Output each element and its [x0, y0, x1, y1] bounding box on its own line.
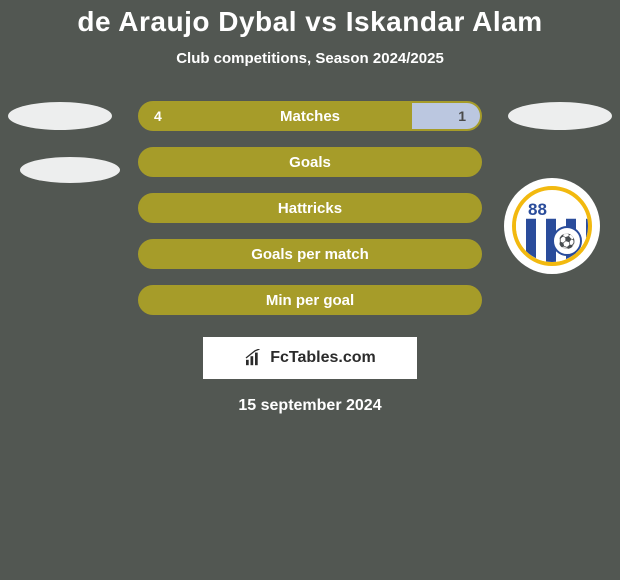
bar-label: Goals per match — [140, 246, 480, 263]
bar-matches: 4 Matches 1 — [138, 101, 482, 131]
brand-text: FcTables.com — [270, 349, 376, 367]
player-oval-left — [8, 102, 112, 130]
soccer-ball-icon: ⚽ — [552, 226, 582, 256]
brand-box[interactable]: FcTables.com — [203, 337, 417, 379]
stat-row-matches: 4 Matches 1 — [0, 93, 620, 139]
date-text: 15 september 2024 — [0, 397, 620, 415]
bar-val-right: 1 — [458, 108, 466, 124]
bar-label: Hattricks — [140, 200, 480, 217]
stat-row-mpg: Min per goal — [0, 277, 620, 323]
badge-inner: 88 ⚽ — [512, 186, 592, 266]
bar-gpm: Goals per match — [138, 239, 482, 269]
player-oval-right — [508, 102, 612, 130]
brand-chart-icon — [244, 349, 266, 367]
subtitle: Club competitions, Season 2024/2025 — [0, 50, 620, 67]
bar-hattricks: Hattricks — [138, 193, 482, 223]
stat-row-goals: Goals — [0, 139, 620, 185]
bar-label: Min per goal — [140, 292, 480, 309]
page-title: de Araujo Dybal vs Iskandar Alam — [0, 6, 620, 38]
bar-goals: Goals — [138, 147, 482, 177]
bar-mpg: Min per goal — [138, 285, 482, 315]
bar-label: Matches — [140, 108, 480, 125]
bar-label: Goals — [140, 154, 480, 171]
comparison-widget: de Araujo Dybal vs Iskandar Alam Club co… — [0, 0, 620, 415]
badge-number: 88 — [528, 200, 547, 220]
player-oval-left-2 — [20, 157, 120, 183]
club-badge: 88 ⚽ — [504, 178, 600, 274]
